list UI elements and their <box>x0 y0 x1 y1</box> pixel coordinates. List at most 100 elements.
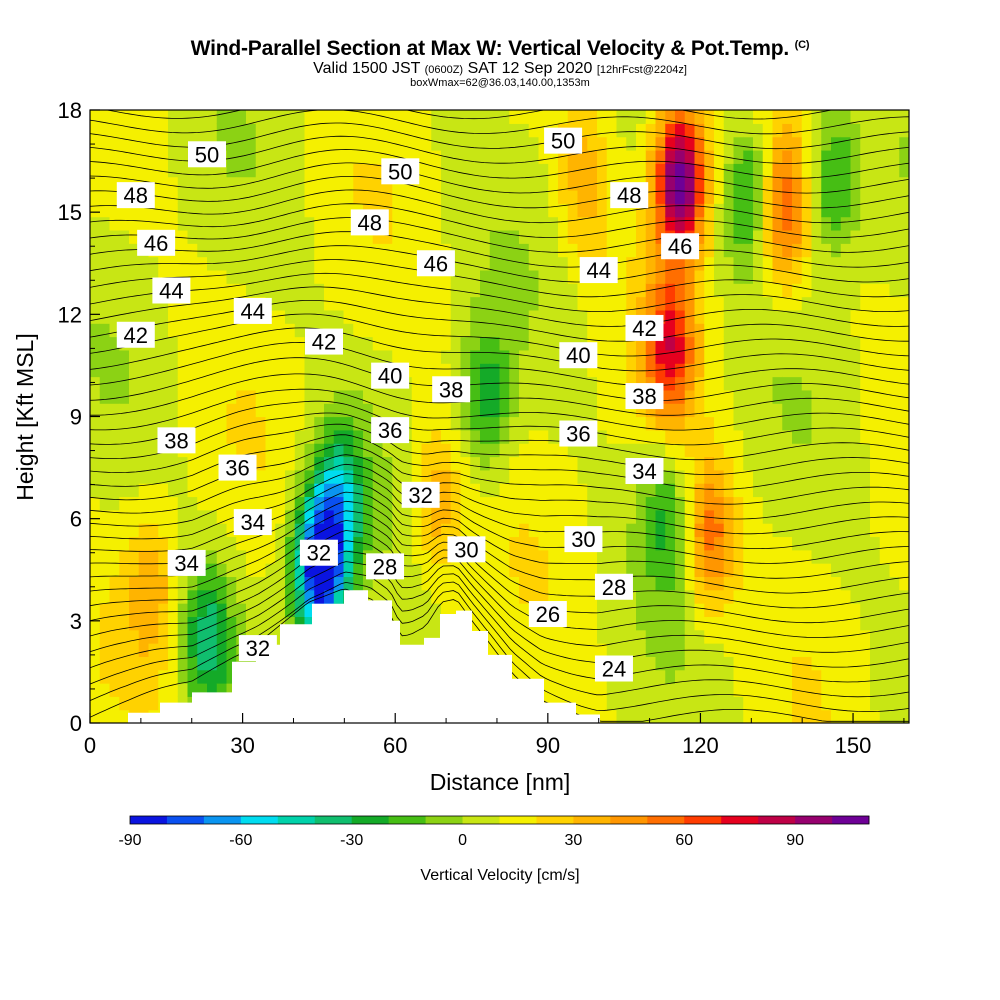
velocity-cell <box>753 496 764 511</box>
velocity-cell <box>392 443 403 458</box>
velocity-cell <box>684 136 696 151</box>
velocity-cell <box>723 643 735 657</box>
velocity-cell <box>879 563 891 578</box>
velocity-cell <box>392 269 403 284</box>
velocity-cell <box>870 229 881 244</box>
velocity-cell <box>762 389 774 404</box>
velocity-cell <box>714 216 725 231</box>
velocity-cell <box>694 149 705 164</box>
velocity-cell <box>597 189 608 204</box>
velocity-cell <box>597 469 608 484</box>
velocity-cell <box>197 536 208 551</box>
velocity-cell <box>441 203 452 218</box>
velocity-cell <box>753 123 764 138</box>
velocity-cell <box>499 589 510 604</box>
velocity-cell <box>333 243 345 258</box>
velocity-cell <box>567 389 579 404</box>
velocity-cell <box>616 536 627 551</box>
velocity-cell <box>889 349 900 364</box>
velocity-cell <box>714 229 725 244</box>
colorbar-swatch <box>795 816 833 824</box>
velocity-cell <box>197 389 208 404</box>
velocity-cell <box>460 216 471 231</box>
velocity-cell <box>597 389 608 404</box>
velocity-cell <box>850 349 861 364</box>
velocity-cell <box>801 456 813 471</box>
velocity-cell <box>519 203 530 218</box>
velocity-cell <box>801 563 813 578</box>
velocity-cell <box>577 469 588 484</box>
velocity-cell <box>99 203 111 218</box>
velocity-cell <box>753 336 764 351</box>
velocity-cell <box>109 509 120 524</box>
velocity-cell <box>372 296 384 311</box>
velocity-cell <box>129 629 140 644</box>
velocity-cell <box>148 576 159 591</box>
velocity-cell <box>265 496 276 511</box>
velocity-cell <box>392 136 403 151</box>
velocity-cell <box>470 496 481 511</box>
velocity-cell <box>723 429 735 444</box>
velocity-cell <box>801 576 813 591</box>
velocity-cell <box>207 309 218 324</box>
velocity-cell <box>129 123 140 138</box>
velocity-cell <box>119 669 130 684</box>
velocity-cell <box>460 469 471 484</box>
velocity-cell <box>528 243 540 258</box>
velocity-cell <box>714 189 725 204</box>
velocity-cell <box>831 669 842 684</box>
velocity-cell <box>460 523 471 538</box>
velocity-cell <box>831 509 842 524</box>
velocity-cell <box>821 589 832 604</box>
velocity-cell <box>606 229 618 244</box>
velocity-cell <box>177 149 189 164</box>
velocity-cell <box>90 563 101 578</box>
velocity-cell <box>470 256 481 271</box>
velocity-cell <box>567 483 579 498</box>
velocity-cell <box>470 416 481 431</box>
velocity-cell <box>294 283 306 298</box>
velocity-cell <box>177 216 189 231</box>
velocity-cell <box>236 363 247 378</box>
velocity-cell <box>606 523 618 538</box>
velocity-cell <box>343 363 354 378</box>
velocity-cell <box>782 323 793 338</box>
velocity-cell <box>294 456 306 471</box>
velocity-cell <box>616 509 627 524</box>
valid-prefix: Valid 1500 JST <box>313 60 421 77</box>
velocity-cell <box>421 429 432 444</box>
velocity-cell <box>324 483 335 498</box>
velocity-cell <box>567 149 579 164</box>
velocity-cell <box>723 576 735 591</box>
velocity-cell <box>489 296 501 311</box>
velocity-cell <box>665 256 676 271</box>
velocity-cell <box>743 269 754 284</box>
velocity-cell <box>762 163 774 178</box>
velocity-cell <box>119 589 130 604</box>
velocity-cell <box>509 603 520 617</box>
velocity-cell <box>324 403 335 418</box>
velocity-cell <box>831 656 842 671</box>
velocity-cell <box>821 323 832 338</box>
velocity-cell <box>675 283 686 298</box>
velocity-cell <box>285 496 296 511</box>
velocity-cell <box>441 323 452 338</box>
velocity-cell <box>489 229 501 244</box>
velocity-cell <box>441 363 452 378</box>
velocity-cell <box>772 110 783 124</box>
velocity-cell <box>782 336 793 351</box>
velocity-cell <box>850 683 861 697</box>
velocity-cell <box>138 429 150 444</box>
velocity-cell <box>831 416 842 431</box>
velocity-cell <box>772 656 783 671</box>
velocity-cell <box>207 123 218 138</box>
velocity-cell <box>733 243 744 258</box>
velocity-cell <box>675 509 686 524</box>
velocity-cell <box>236 176 247 191</box>
contour-label: 28 <box>602 575 626 600</box>
contour-label-box <box>401 481 440 508</box>
velocity-cell <box>528 456 540 471</box>
velocity-cell <box>704 149 715 164</box>
velocity-cell <box>158 163 169 178</box>
velocity-cell <box>324 443 335 458</box>
